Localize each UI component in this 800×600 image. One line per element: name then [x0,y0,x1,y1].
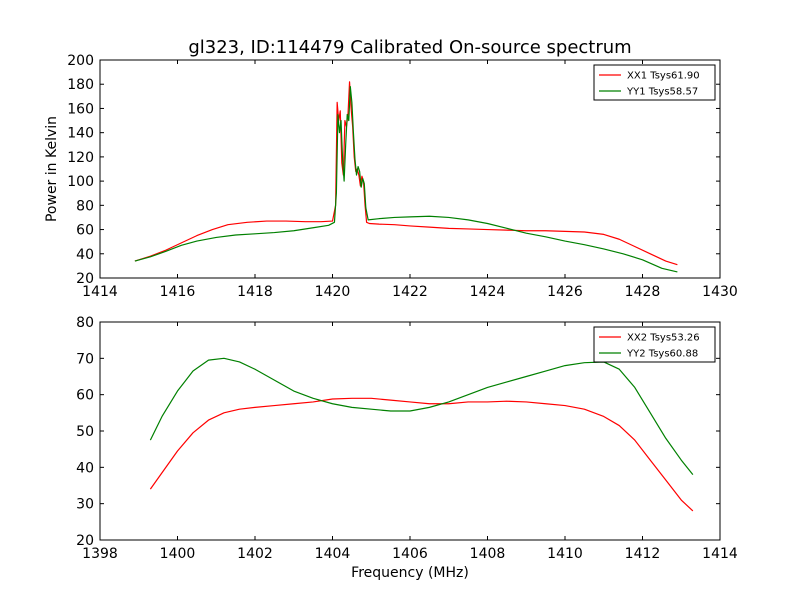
legend-label: XX2 Tsys53.26 [627,333,700,344]
y-tick-label: 80 [76,198,94,214]
y-tick-label: 20 [76,271,94,287]
y-tick-label: 180 [67,77,94,93]
x-tick-label: 1428 [625,284,661,300]
legend-label: YY2 Tsys60.88 [626,349,698,360]
x-tick-label: 1400 [160,546,196,562]
x-tick-label: 1426 [547,284,583,300]
y-tick-label: 100 [67,174,94,190]
legend-label: YY1 Tsys58.57 [626,87,698,98]
top-panel: 1414 1416 1418 1420 1422 1424 1426 1428 1430 20 40… [44,53,738,300]
x-tick-label: 1404 [315,546,351,562]
y-tick-label: 40 [76,247,94,263]
y-tick-label: 200 [67,53,94,69]
y-axis-label: Power in Kelvin [44,116,60,222]
y-tick-label: 60 [76,388,94,404]
series-line [134,86,678,273]
x-tick-label: 1406 [392,546,428,562]
legend-box [593,326,716,363]
x-tick-label: 1414 [702,546,738,562]
series-line [149,357,694,475]
legend-label: XX1 Tsys61.90 [627,71,700,82]
x-tick-label: 1414 [82,284,118,300]
y-tick-label: 80 [76,315,94,331]
x-tick-label: 1410 [547,546,583,562]
y-tick-label: 140 [67,126,94,142]
y-tick-label: 160 [67,101,94,117]
legend-box [593,64,716,101]
x-tick-label: 1402 [237,546,273,562]
x-tick-label: 1424 [470,284,506,300]
y-tick-label: 120 [67,150,94,166]
x-tick-label: 1422 [392,284,428,300]
y-tick-label: 40 [76,460,94,476]
bottom-panel: 1398 1400 1402 1404 1406 1408 1410 1412 1414 20 30… [76,315,738,562]
series-line [149,397,694,512]
x-tick-label: 1412 [625,546,661,562]
x-tick-label: 1430 [702,284,738,300]
x-tick-label: 1398 [82,546,118,562]
x-tick-label: 1418 [237,284,273,300]
x-tick-label: 1420 [315,284,351,300]
figure-title: gl323, ID:114479 Calibrated On-source sp… [188,37,631,58]
x-tick-label: 1416 [160,284,196,300]
x-axis-label: Frequency (MHz) [351,565,469,581]
y-tick-label: 20 [76,533,94,549]
y-tick-label: 30 [76,497,94,513]
x-tick-label: 1408 [470,546,506,562]
y-tick-label: 70 [76,351,94,367]
y-tick-label: 60 [76,223,94,239]
y-tick-label: 50 [76,424,94,440]
